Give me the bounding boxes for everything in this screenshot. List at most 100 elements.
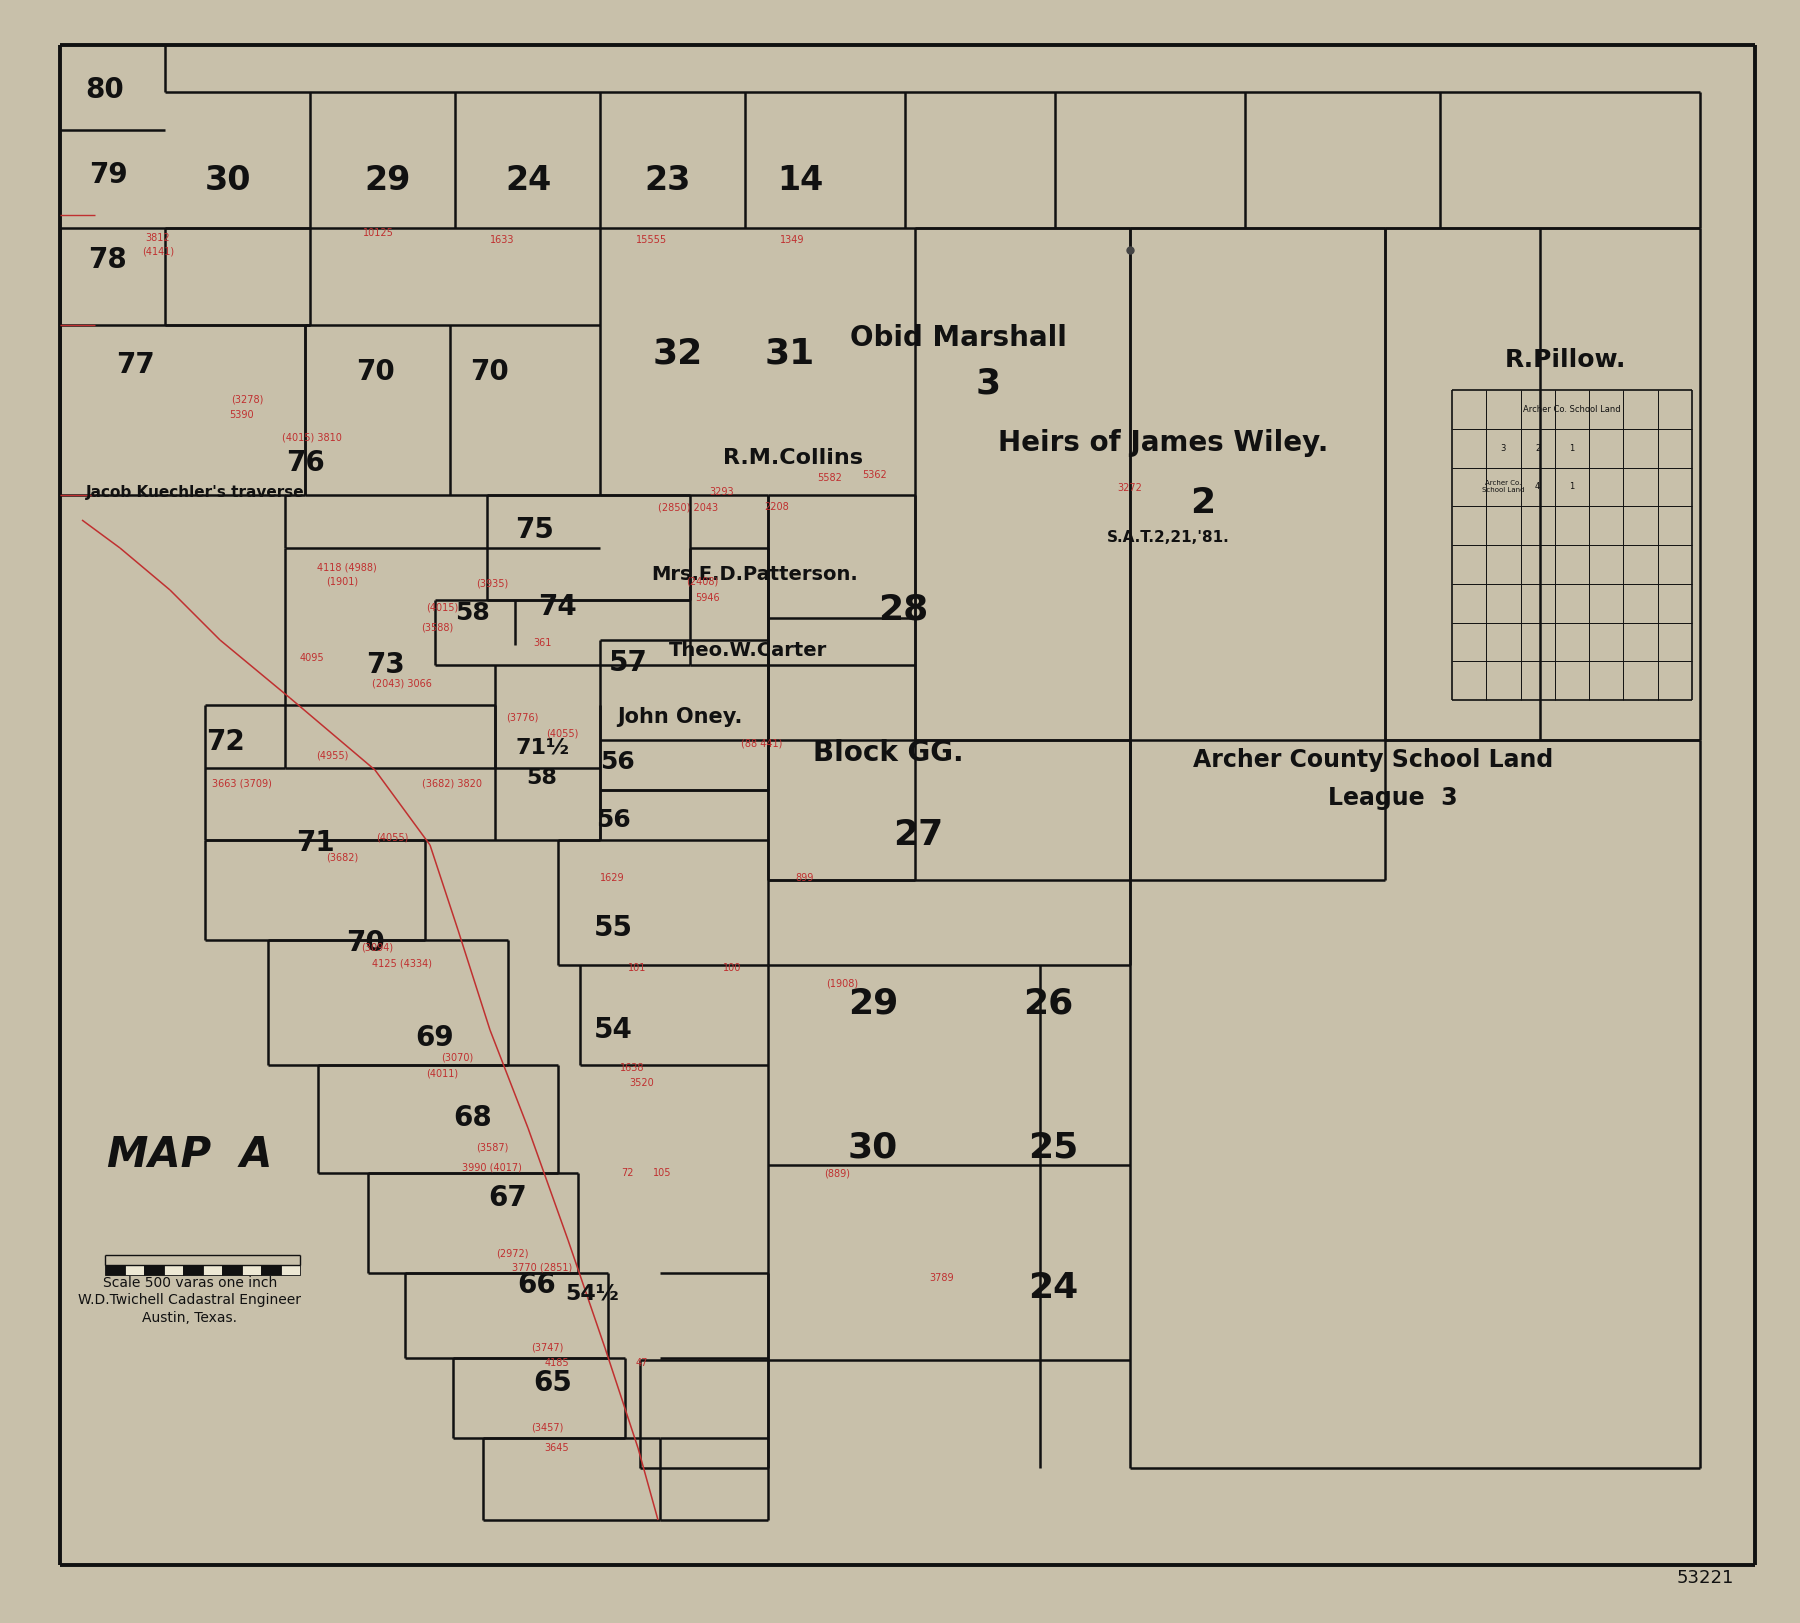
Text: (3935): (3935) — [475, 578, 508, 588]
Text: 899: 899 — [796, 873, 814, 883]
Text: 3789: 3789 — [929, 1272, 954, 1284]
Text: 76: 76 — [286, 450, 324, 477]
Text: 27: 27 — [893, 818, 943, 852]
Bar — [202, 1264, 221, 1276]
Text: Obid Marshall: Obid Marshall — [850, 325, 1066, 352]
Text: 1349: 1349 — [779, 235, 805, 245]
Text: 2: 2 — [1535, 443, 1541, 453]
Text: 2: 2 — [1190, 485, 1215, 519]
Text: Block GG.: Block GG. — [812, 738, 963, 768]
Bar — [281, 1264, 301, 1276]
Text: 56: 56 — [596, 808, 630, 833]
Text: 68: 68 — [454, 1104, 493, 1131]
Text: (4141): (4141) — [142, 247, 175, 256]
Text: 72: 72 — [621, 1169, 634, 1178]
Text: 5390: 5390 — [230, 411, 254, 420]
Text: 15555: 15555 — [637, 235, 668, 245]
Text: Heirs of James Wiley.: Heirs of James Wiley. — [997, 428, 1328, 458]
Text: 66: 66 — [518, 1271, 556, 1298]
Text: S.A.T.2,21,'81.: S.A.T.2,21,'81. — [1107, 531, 1229, 545]
Text: 70: 70 — [356, 359, 394, 386]
Text: Archer Co. School Land: Archer Co. School Land — [1523, 404, 1620, 414]
Text: (3094): (3094) — [362, 943, 392, 953]
Text: (88 441): (88 441) — [742, 738, 783, 748]
Text: 79: 79 — [88, 161, 128, 188]
Text: 67: 67 — [488, 1185, 527, 1212]
Text: 3770 (2851): 3770 (2851) — [511, 1263, 572, 1272]
Text: 101: 101 — [628, 962, 646, 974]
Text: 47: 47 — [635, 1358, 648, 1368]
Text: 3293: 3293 — [709, 487, 734, 497]
Bar — [184, 1264, 202, 1276]
Text: 4: 4 — [1535, 482, 1541, 492]
Text: 4185: 4185 — [545, 1358, 569, 1368]
Bar — [261, 1264, 281, 1276]
Text: 23: 23 — [644, 164, 691, 196]
Text: (4055): (4055) — [376, 833, 409, 842]
Text: 14: 14 — [778, 164, 823, 196]
Text: (4015) 3810: (4015) 3810 — [283, 432, 342, 441]
Text: 57: 57 — [608, 649, 648, 677]
Bar — [164, 1264, 184, 1276]
Text: 4125 (4334): 4125 (4334) — [373, 958, 432, 967]
Text: (3070): (3070) — [441, 1053, 473, 1063]
Text: 55: 55 — [594, 914, 632, 941]
Text: 30: 30 — [205, 164, 252, 196]
Text: 1629: 1629 — [599, 873, 625, 883]
Text: Archer Co.
School Land: Archer Co. School Land — [1481, 480, 1525, 493]
Text: 29: 29 — [848, 987, 898, 1019]
Bar — [124, 1264, 144, 1276]
Text: (1901): (1901) — [326, 578, 358, 588]
Text: 3990 (4017): 3990 (4017) — [463, 1164, 522, 1173]
Text: (4955): (4955) — [315, 751, 347, 761]
Text: 28: 28 — [878, 592, 929, 626]
Text: 5946: 5946 — [695, 592, 720, 604]
Text: 77: 77 — [115, 351, 155, 380]
Text: (3457): (3457) — [531, 1423, 563, 1433]
Text: (4015): (4015) — [427, 604, 459, 613]
Text: 73: 73 — [365, 651, 405, 678]
Text: 72: 72 — [205, 729, 245, 756]
Text: 70: 70 — [470, 359, 509, 386]
Text: (2850) 2043: (2850) 2043 — [659, 502, 718, 511]
Text: 10125: 10125 — [362, 227, 394, 239]
Bar — [241, 1264, 261, 1276]
Bar — [104, 1264, 124, 1276]
Text: Austin, Texas.: Austin, Texas. — [142, 1311, 238, 1324]
Text: 24: 24 — [1028, 1271, 1078, 1305]
Text: (3776): (3776) — [506, 712, 538, 722]
Text: 5582: 5582 — [817, 472, 842, 484]
Text: 1: 1 — [1570, 443, 1575, 453]
Text: Archer County School Land: Archer County School Land — [1193, 748, 1553, 773]
Text: R.Pillow.: R.Pillow. — [1505, 347, 1625, 372]
Text: 100: 100 — [724, 962, 742, 974]
Text: MAP  A: MAP A — [108, 1134, 272, 1177]
Text: (3747): (3747) — [531, 1342, 563, 1354]
Text: (2043) 3066: (2043) 3066 — [373, 678, 432, 688]
Text: 361: 361 — [533, 638, 551, 648]
Text: (3587): (3587) — [475, 1143, 508, 1152]
Text: W.D.Twichell Cadastral Engineer: W.D.Twichell Cadastral Engineer — [79, 1294, 302, 1307]
Text: 54: 54 — [594, 1016, 632, 1044]
Text: 65: 65 — [533, 1368, 572, 1397]
Text: (3278): (3278) — [230, 394, 263, 406]
Text: 58: 58 — [455, 601, 490, 625]
Text: (889): (889) — [824, 1169, 850, 1178]
Text: (3588): (3588) — [421, 623, 454, 633]
Text: 3645: 3645 — [545, 1443, 569, 1453]
Text: Theo.W.Carter: Theo.W.Carter — [670, 641, 828, 659]
Text: R.M.Collins: R.M.Collins — [724, 448, 862, 467]
Text: 75: 75 — [515, 516, 554, 544]
Text: 5362: 5362 — [862, 471, 887, 480]
Text: 30: 30 — [848, 1131, 898, 1165]
Text: 105: 105 — [653, 1169, 671, 1178]
Text: Mrs.E.D.Patterson.: Mrs.E.D.Patterson. — [652, 565, 859, 584]
Text: Scale 500 varas one inch: Scale 500 varas one inch — [103, 1276, 277, 1290]
Text: 3: 3 — [976, 367, 1001, 399]
Text: 70: 70 — [346, 928, 385, 958]
Text: 1633: 1633 — [490, 235, 515, 245]
Text: (4055): (4055) — [545, 729, 578, 738]
Text: 3272: 3272 — [1118, 484, 1143, 493]
Text: 4095: 4095 — [299, 652, 324, 664]
Text: 1638: 1638 — [619, 1063, 644, 1073]
